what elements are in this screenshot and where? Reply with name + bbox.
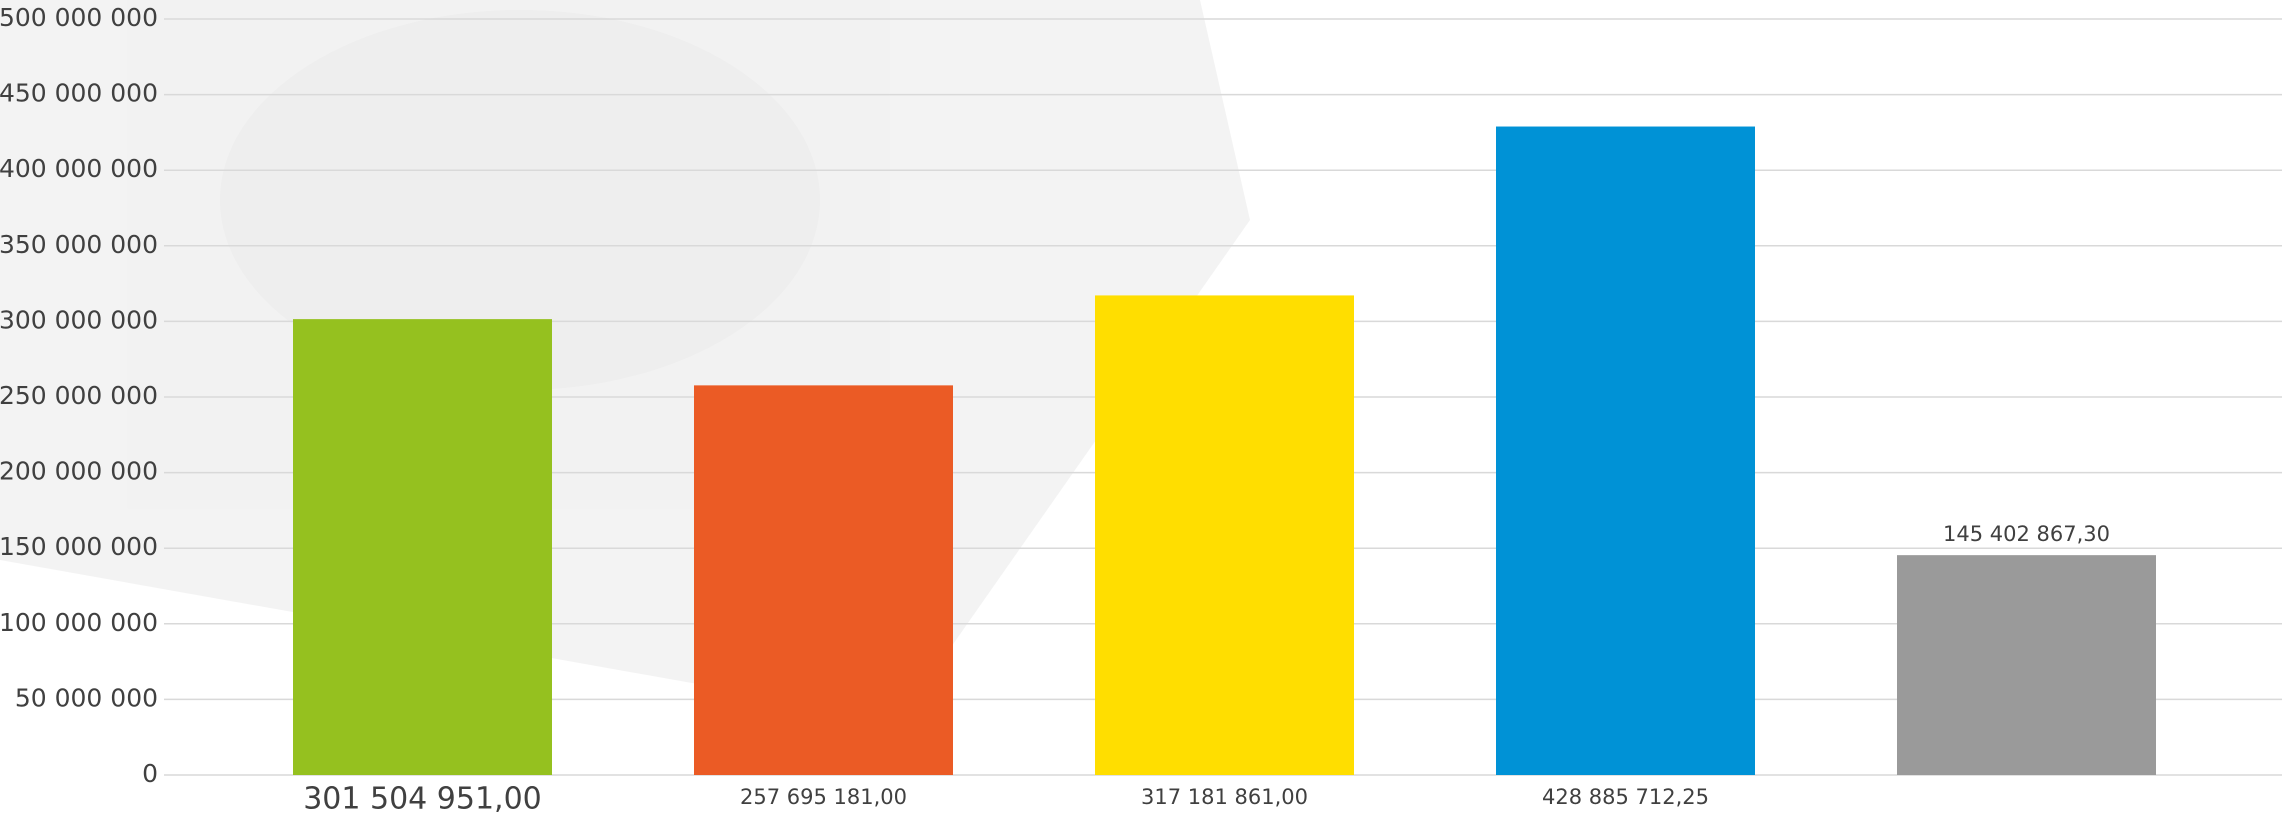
y-tick-label: 250 000 000 xyxy=(0,381,158,410)
y-tick-label: 200 000 000 xyxy=(0,457,158,486)
bar xyxy=(694,385,953,775)
value-label: 301 504 951,00 xyxy=(303,782,542,813)
value-label: 317 181 861,00 xyxy=(1141,785,1308,809)
bar xyxy=(1897,555,2156,775)
value-label: 257 695 181,00 xyxy=(740,785,907,809)
bar xyxy=(1095,295,1354,775)
y-tick-label: 400 000 000 xyxy=(0,154,158,183)
value-label: 428 885 712,25 xyxy=(1542,785,1709,809)
y-tick-label: 350 000 000 xyxy=(0,230,158,259)
value-label: 145 402 867,30 xyxy=(1943,522,2110,546)
y-tick-label: 150 000 000 xyxy=(0,532,158,561)
background-decoration xyxy=(0,0,1250,720)
bar xyxy=(1496,126,1755,776)
y-tick-label: 0 xyxy=(142,759,158,788)
y-tick-label: 50 000 000 xyxy=(15,683,158,712)
bar xyxy=(293,319,552,775)
y-tick-label: 100 000 000 xyxy=(0,608,158,637)
y-tick-label: 450 000 000 xyxy=(0,79,158,108)
y-tick-label: 500 000 000 xyxy=(0,3,158,32)
y-tick-label: 300 000 000 xyxy=(0,305,158,334)
